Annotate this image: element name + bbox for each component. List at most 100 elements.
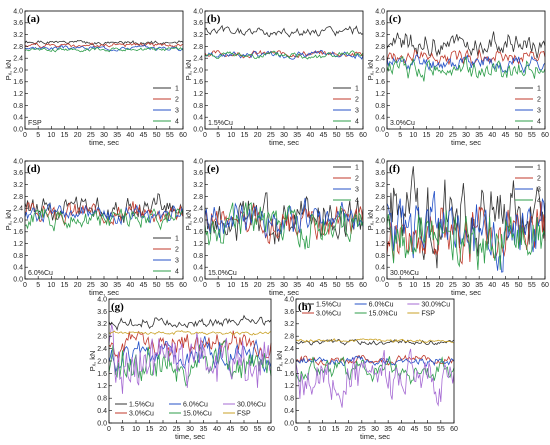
x-tick-label: 30: [462, 132, 470, 139]
chart-panel: 0.0 0.4 0.8 1.2 1.6 2.0 2.4 2.8 3.2 3.6 4.0 0 5 10 15 2…: [366, 8, 549, 147]
y-tick-label: 3.6: [375, 170, 385, 177]
x-tick-label: 0: [294, 426, 298, 433]
y-tick-label: 3.6: [97, 309, 107, 316]
legend-label: 4: [537, 119, 541, 126]
y-tick-label: 3.2: [375, 32, 385, 39]
x-tick-label: 30: [186, 426, 194, 433]
legend-label: 2: [355, 176, 359, 183]
legend-label: 3: [537, 108, 541, 115]
legend-label: 3: [355, 108, 359, 115]
x-tick-label: 55: [437, 426, 445, 433]
series-line: [386, 191, 546, 273]
x-tick-label: 0: [385, 282, 389, 289]
series-line: [24, 207, 184, 232]
x-tick-label: 15: [423, 132, 431, 139]
chart-panel: 0.0 0.4 0.8 1.2 1.6 2.0 2.4 2.8 3.2 3.6 4.0 0 5 10 15 2…: [184, 158, 367, 297]
chart-panel: 0.0 0.4 0.8 1.2 1.6 2.0 2.4 2.8 3.2 3.6 4.0 0 5 10 15 2…: [4, 158, 187, 297]
x-tick-label: 25: [267, 132, 275, 139]
x-tick-label: 55: [166, 282, 174, 289]
x-tick-label: 10: [227, 282, 235, 289]
y-tick-label: 2.4: [13, 56, 23, 63]
x-tick-label: 10: [132, 426, 140, 433]
legend-label: FSP: [421, 311, 435, 318]
x-tick-label: 20: [436, 132, 444, 139]
y-tick-label: 0.8: [375, 103, 385, 110]
legend-label: 1: [355, 165, 359, 172]
y-tick-label: 2.8: [13, 44, 23, 51]
y-tick-label: 1.2: [193, 91, 203, 98]
chart-panel: 0.0 0.4 0.8 1.2 1.6 2.0 2.4 2.8 3.2 3.6 4.0 0 5 10 15 2…: [88, 296, 275, 441]
y-tick-label: 0.0: [13, 276, 23, 283]
y-tick-label: 3.6: [13, 20, 23, 27]
legend-label: 3.0%Cu: [316, 311, 341, 318]
x-tick-label: 45: [320, 132, 328, 139]
chart-panel: 0.0 0.4 0.8 1.2 1.6 2.0 2.4 2.8 3.2 3.6 4.0 0 5 10 15 2…: [184, 8, 367, 147]
y-tick-label: 3.2: [13, 182, 23, 189]
legend-label: 6.0%Cu: [369, 302, 394, 309]
y-tick-label: 2.4: [13, 206, 23, 213]
x-tick-label: 25: [449, 132, 457, 139]
x-tick-label: 0: [107, 426, 111, 433]
x-tick-label: 60: [450, 426, 458, 433]
panel-label: (d): [27, 163, 41, 175]
series-line: [24, 46, 184, 53]
y-tick-label: 1.2: [375, 241, 385, 248]
x-axis-label: time, sec: [175, 432, 205, 441]
series-line: [108, 336, 272, 373]
panel-note: FSP: [28, 120, 42, 127]
series-line: [295, 338, 455, 344]
x-tick-label: 5: [216, 132, 220, 139]
x-tick-label: 30: [280, 282, 288, 289]
legend-label: 6.0%Cu: [183, 402, 208, 409]
panel-label: (g): [111, 301, 124, 313]
y-tick-label: 0.4: [13, 265, 23, 272]
series-line: [295, 355, 455, 367]
x-tick-label: 25: [449, 282, 457, 289]
y-axis-label: Pₓ, kN: [88, 351, 97, 372]
x-tick-label: 60: [541, 132, 549, 139]
y-axis-label: Pₓ, kN: [4, 210, 13, 231]
y-tick-label: 2.4: [375, 206, 385, 213]
series-line: [386, 56, 546, 82]
x-tick-label: 30: [100, 132, 108, 139]
x-tick-label: 5: [307, 426, 311, 433]
x-tick-label: 10: [318, 426, 326, 433]
series-line: [204, 192, 364, 245]
y-tick-label: 4.0: [13, 8, 23, 15]
series-line: [386, 31, 546, 59]
y-tick-label: 1.6: [375, 79, 385, 86]
legend-label: FSP: [237, 411, 251, 418]
x-axis-label: time, sec: [451, 138, 481, 147]
legend-label: 4: [175, 269, 179, 276]
x-tick-label: 50: [515, 132, 523, 139]
legend-label: 2: [355, 97, 359, 104]
x-axis-label: time, sec: [89, 138, 119, 147]
y-tick-label: 1.2: [284, 383, 294, 390]
legend-label: 3: [175, 258, 179, 265]
y-tick-label: 4.0: [375, 8, 385, 15]
legend-label: 1: [355, 86, 359, 93]
legend-label: 1.5%Cu: [129, 402, 154, 409]
series-line: [386, 201, 546, 265]
x-tick-label: 15: [61, 282, 69, 289]
y-tick-label: 3.2: [193, 32, 203, 39]
series-line: [108, 330, 272, 336]
x-tick-label: 20: [74, 132, 82, 139]
chart-panel: 0.0 0.4 0.8 1.2 1.6 2.0 2.4 2.8 3.2 3.6 4.0 0 5 10 15 2…: [366, 158, 549, 297]
x-tick-label: 25: [267, 282, 275, 289]
x-tick-label: 60: [541, 282, 549, 289]
legend-label: 2: [175, 247, 179, 254]
y-tick-label: 0.0: [97, 420, 107, 427]
x-tick-label: 45: [320, 282, 328, 289]
x-tick-label: 35: [113, 282, 121, 289]
x-tick-label: 15: [423, 282, 431, 289]
y-tick-label: 0.0: [375, 126, 385, 133]
series-line: [204, 50, 364, 60]
y-tick-label: 4.0: [193, 8, 203, 15]
panel-label: (a): [27, 13, 40, 25]
y-tick-label: 3.2: [375, 182, 385, 189]
y-axis-label: Pₓ, kN: [184, 60, 193, 81]
x-tick-label: 55: [346, 282, 354, 289]
y-tick-label: 1.2: [375, 91, 385, 98]
y-tick-label: 3.2: [97, 321, 107, 328]
